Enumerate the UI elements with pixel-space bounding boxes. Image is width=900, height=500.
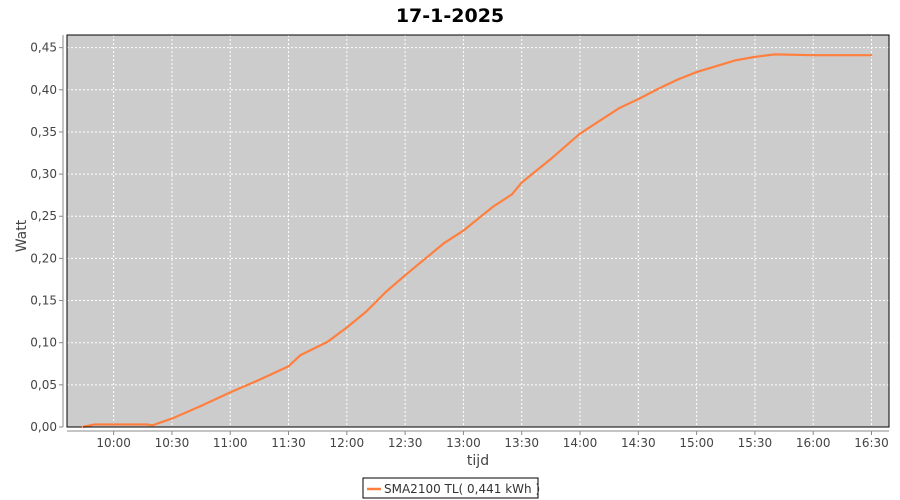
x-axis-label: tijd [467,453,489,469]
y-tick-label: 0,15 [30,294,57,308]
data-point [81,426,84,428]
data-point [870,54,873,57]
data-point [93,423,96,426]
x-tick-label: 10:30 [155,436,190,450]
x-tick-label: 12:00 [330,436,365,450]
y-tick-label: 0,30 [30,167,57,181]
data-point [423,258,426,261]
data-point [773,53,776,56]
data-point [676,78,678,81]
data-point [151,424,154,427]
data-point [443,242,445,245]
data-point [229,391,232,394]
x-tick-label: 13:00 [446,436,481,450]
y-tick-label: 0,25 [30,209,57,223]
x-tick-label: 16:00 [796,436,831,450]
legend: SMA2100 TL( 0,441 kWh ) [362,477,540,499]
x-tick-label: 16:30 [854,436,889,450]
data-point [326,341,329,343]
legend-box [362,477,539,499]
x-tick-label: 11:30 [271,436,306,450]
chart-title: 17-1-2025 [396,5,504,27]
data-point [299,354,301,357]
x-tick-label: 14:30 [621,436,656,450]
data-point [491,206,494,208]
data-point [656,88,659,90]
data-point [384,291,387,293]
data-point [346,326,348,329]
series-points [81,53,873,428]
data-point [462,229,465,232]
y-tick-label: 0,05 [30,378,57,392]
data-point [695,71,698,73]
data-point [145,423,148,426]
data-point [637,98,640,100]
data-point [511,193,513,196]
x-tick-label: 11:00 [213,436,248,450]
y-tick-label: 0,40 [30,83,57,97]
data-point [734,59,737,62]
x-tick-label: 14:00 [563,436,598,450]
data-point [365,310,368,313]
y-tick-label: 0,10 [30,336,57,350]
y-tick-label: 0,35 [30,125,57,139]
data-point [287,365,290,368]
plot-area [67,35,889,427]
legend-label: SMA2100 TL( 0,441 kWh ) [384,482,540,496]
data-point [754,56,756,58]
x-tick-label: 12:30 [388,436,423,450]
x-tick-label: 10:00 [96,436,131,450]
x-tick-label: 13:30 [504,436,539,450]
data-point [404,274,406,277]
data-point [550,158,552,160]
data-point [171,417,173,420]
y-tick-label: 0,20 [30,251,57,265]
y-tick-label: 0,45 [30,41,57,55]
y-axis-label: Watt [14,219,30,252]
data-point [579,132,581,135]
plot-border [66,34,890,428]
data-point [258,378,261,381]
data-point [200,405,202,407]
data-point [812,54,815,57]
data-point [618,107,620,110]
y-tick-label: 0,00 [30,420,57,434]
data-point [520,181,523,184]
x-tick-label: 15:00 [679,436,714,450]
x-tick-label: 15:30 [738,436,773,450]
